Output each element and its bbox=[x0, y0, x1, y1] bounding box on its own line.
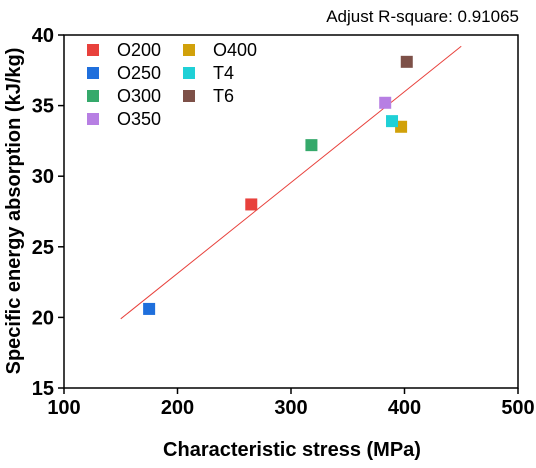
annotation-text: Adjust R-square: 0.91065 bbox=[326, 7, 519, 26]
legend-label-o400: O400 bbox=[213, 40, 257, 60]
legend-marker-o200 bbox=[87, 44, 99, 56]
y-tick-label: 25 bbox=[32, 237, 54, 259]
legend-marker-o300 bbox=[87, 90, 99, 102]
data-point-o300 bbox=[305, 139, 318, 152]
x-tick-label: 100 bbox=[47, 397, 80, 419]
data-point-t6 bbox=[400, 55, 413, 68]
legend-label-o250: O250 bbox=[117, 63, 161, 83]
legend-marker-o350 bbox=[87, 113, 99, 125]
data-point-o400 bbox=[395, 120, 408, 133]
fit-line bbox=[120, 45, 462, 320]
legend-label-o200: O200 bbox=[117, 40, 161, 60]
y-axis-title: Specific energy absorption (kJ/kg) bbox=[3, 48, 25, 375]
legend-marker-o250 bbox=[87, 67, 99, 79]
y-tick-label: 40 bbox=[32, 25, 54, 47]
data-point-o200 bbox=[245, 198, 258, 211]
legend-label-o350: O350 bbox=[117, 109, 161, 129]
x-tick-label: 500 bbox=[501, 397, 534, 419]
x-axis-title: Characteristic stress (MPa) bbox=[163, 439, 421, 461]
legend-marker-o400 bbox=[183, 44, 195, 56]
legend-label-t6: T6 bbox=[213, 86, 234, 106]
data-point-o350 bbox=[379, 96, 392, 109]
y-tick-label: 30 bbox=[32, 166, 54, 188]
x-tick-label: 400 bbox=[388, 397, 421, 419]
legend-marker-t6 bbox=[183, 90, 195, 102]
legend-label-o300: O300 bbox=[117, 86, 161, 106]
y-tick-label: 15 bbox=[32, 378, 54, 400]
x-tick-label: 200 bbox=[161, 397, 194, 419]
legend-label-t4: T4 bbox=[213, 63, 234, 83]
data-point-t4 bbox=[386, 115, 399, 128]
x-tick-label: 300 bbox=[274, 397, 307, 419]
y-tick-label: 20 bbox=[32, 307, 54, 329]
data-point-o250 bbox=[143, 302, 156, 315]
y-tick-label: 35 bbox=[32, 96, 54, 118]
legend-marker-t4 bbox=[183, 67, 195, 79]
